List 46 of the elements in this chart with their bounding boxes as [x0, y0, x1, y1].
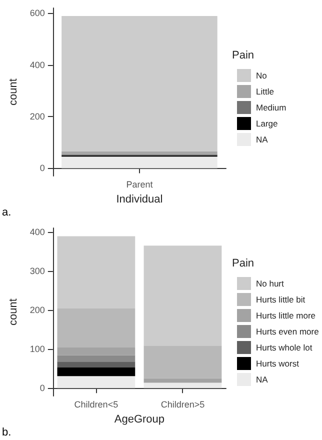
- y-tick-label: 100: [30, 344, 45, 354]
- text: b.: [2, 426, 12, 438]
- y-tick-label: 400: [30, 226, 45, 237]
- x-tick-label: Children>5: [160, 400, 205, 410]
- y-tick-label: 200: [30, 112, 45, 122]
- legend-label: NA: [256, 374, 268, 384]
- legend-label: Large: [256, 118, 278, 128]
- x-tick-label: Children<5: [74, 400, 118, 410]
- legend-label: Hurts little more: [256, 310, 316, 320]
- legend-label: Medium: [256, 102, 286, 112]
- bar: [62, 156, 218, 168]
- bar: [144, 378, 222, 383]
- bar: [57, 348, 136, 356]
- y-tick-label: 200: [30, 305, 45, 316]
- bar: [57, 367, 136, 376]
- y-tick-label: 0: [40, 383, 45, 394]
- bar: [62, 151, 218, 154]
- text: a.: [2, 206, 12, 218]
- legend-label: Hurts whole lot: [256, 342, 313, 352]
- bar: [57, 308, 136, 348]
- bar: [57, 355, 136, 362]
- bar: [57, 376, 136, 388]
- legend-label: No: [256, 70, 268, 80]
- legend-label: Little: [256, 86, 274, 96]
- x-tick-label: Parent: [126, 180, 154, 190]
- y-axis-title: count: [8, 298, 20, 326]
- y-tick-label: 400: [30, 60, 45, 70]
- y-tick-label: 0: [40, 163, 45, 174]
- bar: [144, 382, 222, 388]
- legend-label: NA: [256, 134, 268, 144]
- y-tick-label: 600: [30, 8, 45, 18]
- x-axis-title: AgeGroup: [114, 414, 165, 426]
- bar: [144, 246, 222, 346]
- legend-label: Hurts worst: [256, 358, 300, 368]
- bar: [57, 362, 136, 368]
- bar: [62, 16, 218, 152]
- y-tick-label: 300: [30, 266, 45, 276]
- bar: [144, 346, 222, 378]
- legend-title: Pain: [232, 258, 254, 270]
- bar: [57, 236, 136, 308]
- legend-label: Hurts even more: [256, 326, 320, 336]
- legend-label: No hurt: [256, 278, 285, 288]
- legend-title: Pain: [232, 50, 254, 62]
- x-axis-title: Individual: [116, 194, 163, 206]
- y-axis-title: count: [8, 78, 20, 106]
- legend-label: Hurts little bit: [256, 294, 306, 304]
